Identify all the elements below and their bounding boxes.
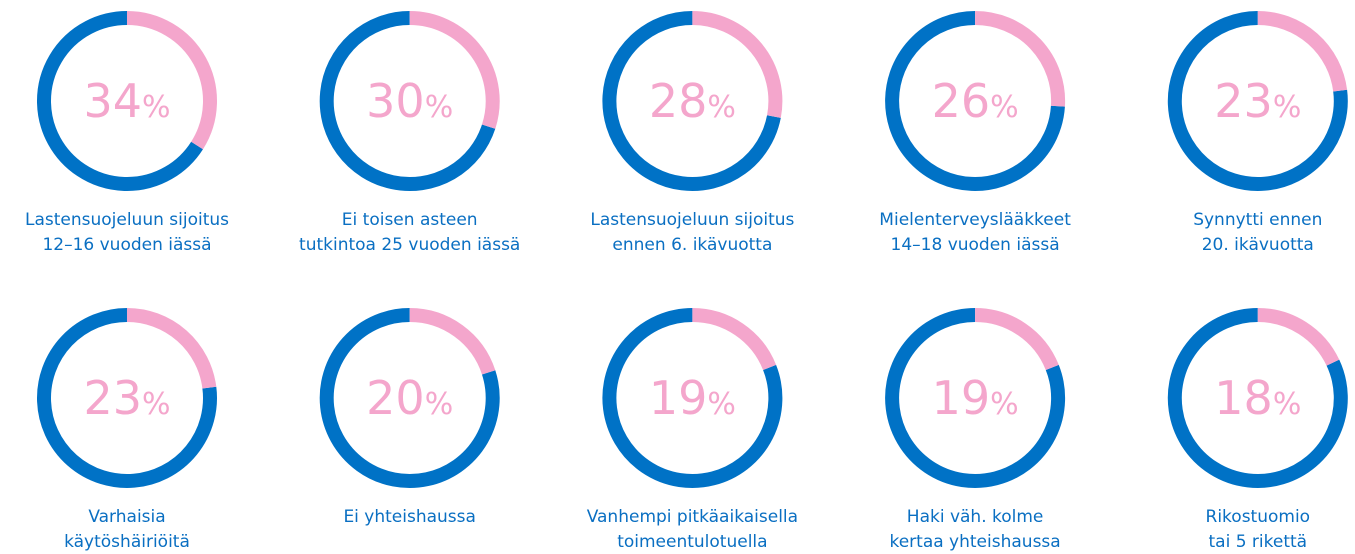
value-unit: %: [425, 90, 454, 125]
value-unit: %: [425, 387, 454, 422]
donut-rest: [37, 11, 203, 191]
value-unit: %: [1273, 387, 1302, 422]
donut-rest: [885, 308, 1066, 488]
value-label: 28%: [649, 74, 736, 128]
donut-segment: [126, 308, 217, 389]
value-number: 28: [649, 74, 708, 128]
chart-label: Synnytti ennen: [1193, 210, 1322, 230]
value-number: 30: [366, 74, 425, 128]
chart-label: Rikostuomio: [1206, 507, 1311, 527]
value-label: 20%: [366, 371, 453, 425]
chart-label: Lastensuojeluun sijoitus: [590, 210, 794, 230]
donut-segment: [1257, 308, 1340, 366]
chart-label: tai 5 rikettä: [1209, 532, 1308, 552]
value-number: 20: [366, 371, 425, 425]
value-number: 23: [1214, 74, 1273, 128]
donut-segment: [409, 11, 500, 129]
donut-segment: [692, 11, 783, 118]
value-unit: %: [990, 90, 1019, 125]
chart-label: toimeentulotuella: [617, 532, 767, 552]
donut: 20% Ei yhteishaussa: [319, 308, 500, 527]
donut: 18% Rikostuomio tai 5 rikettä: [1167, 308, 1348, 552]
value-unit: %: [142, 90, 171, 125]
value-number: 19: [649, 371, 708, 425]
value-number: 18: [1214, 371, 1273, 425]
value-label: 19%: [932, 371, 1019, 425]
donut: 34% Lastensuojeluun sijoitus 12–16 vuoden …: [25, 11, 229, 255]
donut: 30% Ei toisen asteen tutkintoa 25 vuoden i…: [299, 11, 520, 255]
donut: 26% Mielenterveyslääkkeet 14–18 vuoden iäs…: [879, 11, 1071, 255]
donut-rest: [885, 11, 1065, 191]
value-number: 19: [932, 371, 991, 425]
value-label: 30%: [366, 74, 453, 128]
donut: 23% Synnytti ennen 20. ikävuotta: [1167, 11, 1348, 255]
chart-label: Haki väh. kolme: [907, 507, 1044, 527]
value-number: 34: [83, 74, 142, 128]
value-unit: %: [990, 387, 1019, 422]
chart-label: 14–18 vuoden iässä: [891, 235, 1060, 255]
value-label: 26%: [932, 74, 1019, 128]
chart-label: 12–16 vuoden iässä: [42, 235, 211, 255]
donut: 19% Vanhempi pitkäaikaisella toimeentulotu…: [587, 308, 798, 552]
value-number: 23: [83, 371, 142, 425]
chart-label: ennen 6. ikävuotta: [612, 235, 772, 255]
donut-rest: [319, 308, 500, 488]
donut-rest: [319, 11, 496, 191]
chart-label: Ei toisen asteen: [342, 210, 478, 230]
value-label: 34%: [83, 74, 170, 128]
value-unit: %: [142, 387, 171, 422]
donut: 19% Haki väh. kolme kertaa yhteishaussa: [885, 308, 1066, 552]
value-label: 23%: [83, 371, 170, 425]
chart-label: Vanhempi pitkäaikaisella: [587, 507, 798, 527]
donut-rest: [1167, 308, 1348, 488]
donut-rest: [1167, 11, 1348, 191]
chart-label: Lastensuojeluun sijoitus: [25, 210, 229, 230]
value-unit: %: [707, 90, 736, 125]
donut: 28% Lastensuojeluun sijoitus ennen 6. ikäv…: [590, 11, 795, 255]
donut-rest: [602, 308, 783, 488]
donut-segment: [974, 308, 1059, 371]
donut-segment: [974, 11, 1066, 107]
donut-segment: [409, 308, 496, 375]
chart-label: Ei yhteishaussa: [343, 507, 476, 527]
donut-rest: [602, 11, 781, 191]
chart-label: 20. ikävuotta: [1202, 235, 1314, 255]
value-number: 26: [932, 74, 991, 128]
donut-segment: [1257, 11, 1348, 92]
donut-segment: [692, 308, 777, 371]
donut: 23% Varhaisia käytöshäiriöitä: [37, 308, 217, 552]
value-label: 23%: [1214, 74, 1301, 128]
value-label: 19%: [649, 371, 736, 425]
donut-segment: [126, 11, 217, 150]
value-unit: %: [1273, 90, 1302, 125]
value-unit: %: [707, 387, 736, 422]
value-label: 18%: [1214, 371, 1301, 425]
chart-label: kertaa yhteishaussa: [889, 532, 1060, 552]
donut-rest: [37, 308, 217, 488]
chart-label: Mielenterveyslääkkeet: [879, 210, 1071, 230]
chart-label: tutkintoa 25 vuoden iässä: [299, 235, 520, 255]
chart-label: Varhaisia: [88, 507, 165, 527]
chart-label: käytöshäiriöitä: [64, 532, 190, 552]
